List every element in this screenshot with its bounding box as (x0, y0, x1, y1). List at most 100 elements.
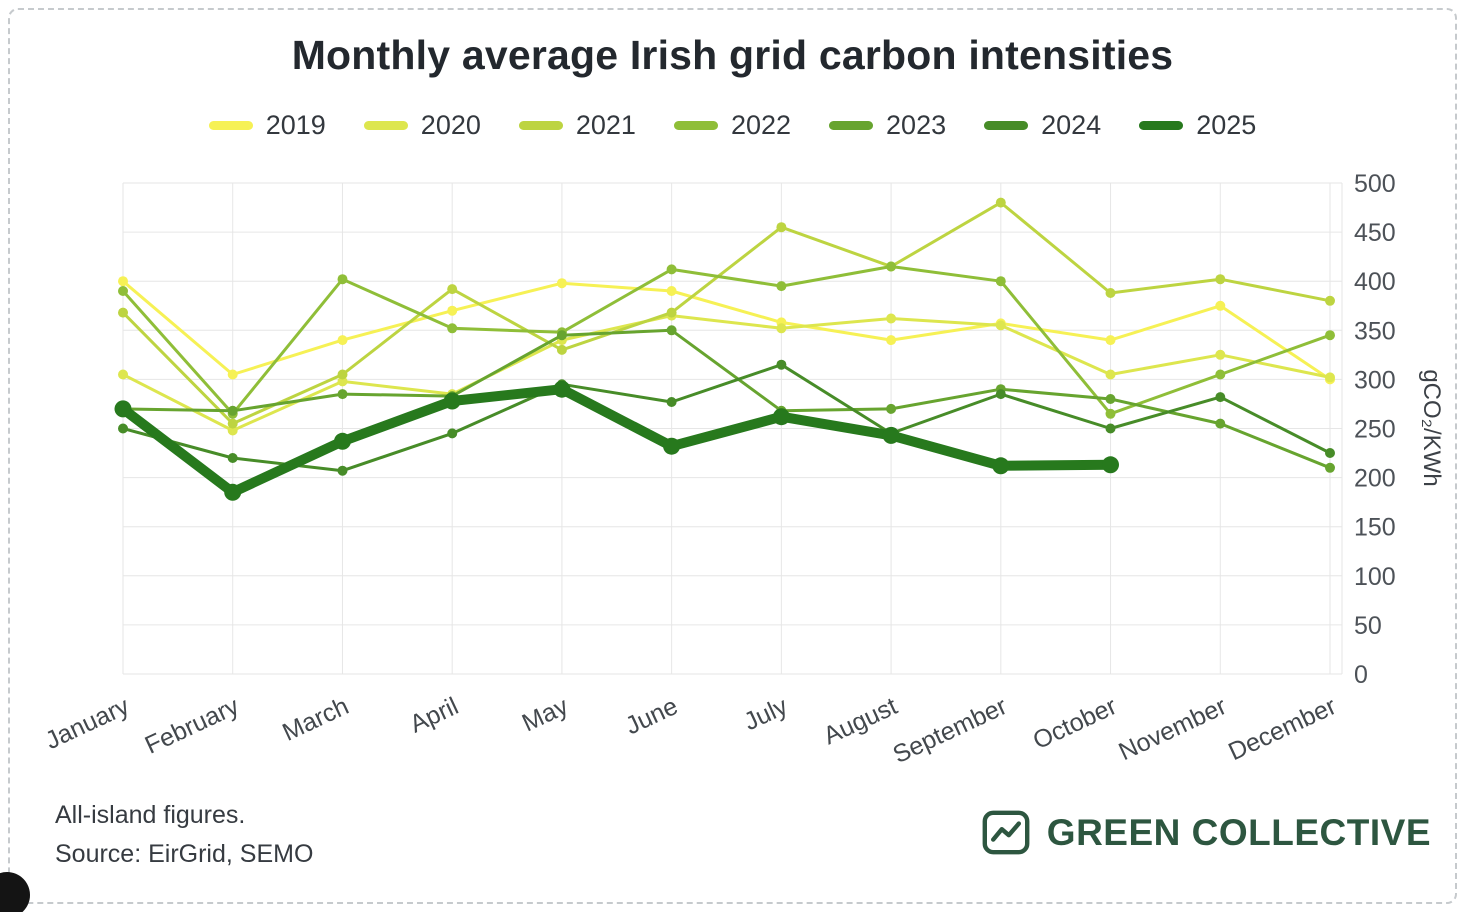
series-line (121, 265, 1332, 416)
data-point (1325, 372, 1335, 383)
svg-text:300: 300 (1354, 366, 1396, 394)
data-point (666, 307, 677, 318)
legend-swatch (673, 121, 718, 130)
chart-legend: 2019 2020 2021 2022 2023 2024 2025 (0, 110, 1465, 141)
legend-item-2019: 2019 (208, 110, 326, 141)
x-axis-label: July (740, 692, 793, 736)
x-axis-label: September (889, 692, 1012, 769)
data-point (886, 403, 897, 414)
data-point (334, 432, 351, 450)
legend-item-2024: 2024 (984, 110, 1101, 141)
legend-label: 2023 (886, 110, 947, 140)
y-axis-tick-labels: 0 50 100 150 200 250 300 350 400 450 500 (1354, 170, 1396, 689)
series-2021 (118, 197, 1335, 429)
data-point (663, 437, 681, 455)
data-point (337, 389, 348, 400)
x-axis-label: May (518, 692, 573, 738)
data-point (447, 323, 458, 334)
data-point (337, 335, 348, 346)
data-point (776, 359, 787, 370)
data-point (553, 380, 571, 398)
brand-name: GREEN COLLECTIVE (1046, 811, 1431, 853)
series-2022 (118, 261, 1335, 419)
legend-item-2025: 2025 (1139, 110, 1256, 141)
x-axis-label: January (41, 692, 134, 755)
legend-swatch (984, 121, 1029, 130)
data-point (995, 276, 1006, 287)
svg-text:50: 50 (1354, 612, 1382, 640)
legend-label: 2024 (1041, 110, 1102, 140)
data-point (447, 284, 458, 295)
x-axis-label: August (819, 692, 901, 750)
legend-label: 2022 (730, 110, 792, 140)
x-axis-label: March (278, 692, 353, 747)
svg-text:100: 100 (1354, 563, 1396, 591)
svg-text:450: 450 (1354, 219, 1396, 247)
series-line (121, 363, 1332, 473)
data-point (556, 278, 567, 289)
chart-svg: 0 50 100 150 200 250 300 350 400 450 500 gCO₂/KWh Ja… (41, 170, 1445, 769)
x-axis-label: June (621, 692, 682, 740)
line-chart-icon (982, 810, 1030, 855)
data-point (556, 344, 567, 355)
data-point (772, 408, 790, 426)
data-point (1325, 295, 1335, 306)
data-point (443, 392, 461, 410)
data-point (118, 423, 128, 434)
data-point (886, 261, 897, 272)
data-point (1215, 300, 1226, 311)
data-point (1105, 408, 1116, 419)
series-line (121, 314, 1332, 432)
chart-footnote: All-island figures. Source: EirGrid, SEM… (55, 796, 313, 874)
series-2025 (114, 380, 1119, 501)
data-point (776, 281, 787, 292)
legend-label: 2020 (420, 110, 481, 140)
data-point (1105, 423, 1116, 434)
legend-swatch (1139, 121, 1184, 130)
data-point (337, 376, 348, 387)
data-point (666, 397, 677, 407)
series-2024 (118, 359, 1335, 476)
series-line (118, 384, 1116, 498)
legend-item-2021: 2021 (518, 110, 636, 141)
legend-item-2020: 2020 (363, 110, 481, 141)
data-point (337, 369, 348, 380)
data-point (1215, 369, 1226, 380)
data-point (886, 335, 897, 346)
svg-text:150: 150 (1354, 514, 1396, 542)
data-point (114, 400, 132, 418)
legend-swatch (208, 121, 253, 130)
legend-label: 2021 (575, 110, 636, 140)
legend-swatch (363, 121, 408, 130)
data-point (666, 264, 677, 275)
data-point (224, 483, 242, 501)
legend-swatch (829, 121, 874, 130)
data-point (886, 313, 897, 324)
data-point (776, 222, 787, 233)
data-point (447, 305, 458, 316)
data-point (1325, 448, 1335, 458)
data-point (995, 389, 1006, 400)
svg-text:0: 0 (1354, 661, 1368, 689)
legend-item-2023: 2023 (829, 110, 946, 141)
x-axis-label: February (141, 692, 244, 760)
data-point (1105, 335, 1116, 346)
data-point (227, 405, 238, 416)
data-point (556, 330, 567, 341)
data-point (337, 465, 348, 476)
svg-text:500: 500 (1354, 170, 1396, 198)
brand-logo: GREEN COLLECTIVE (982, 810, 1431, 855)
y-axis-title: gCO₂/KWh (1418, 369, 1445, 486)
data-point (666, 286, 677, 296)
data-point (666, 325, 677, 336)
data-point (337, 274, 348, 285)
data-point (1215, 418, 1226, 429)
x-axis-label: April (406, 692, 463, 739)
data-point (1105, 394, 1116, 404)
legend-label: 2025 (1196, 110, 1257, 140)
data-point (995, 197, 1006, 208)
series-line (121, 328, 1332, 470)
data-point (992, 457, 1010, 475)
data-point (1102, 456, 1119, 474)
legend-swatch (518, 121, 563, 130)
